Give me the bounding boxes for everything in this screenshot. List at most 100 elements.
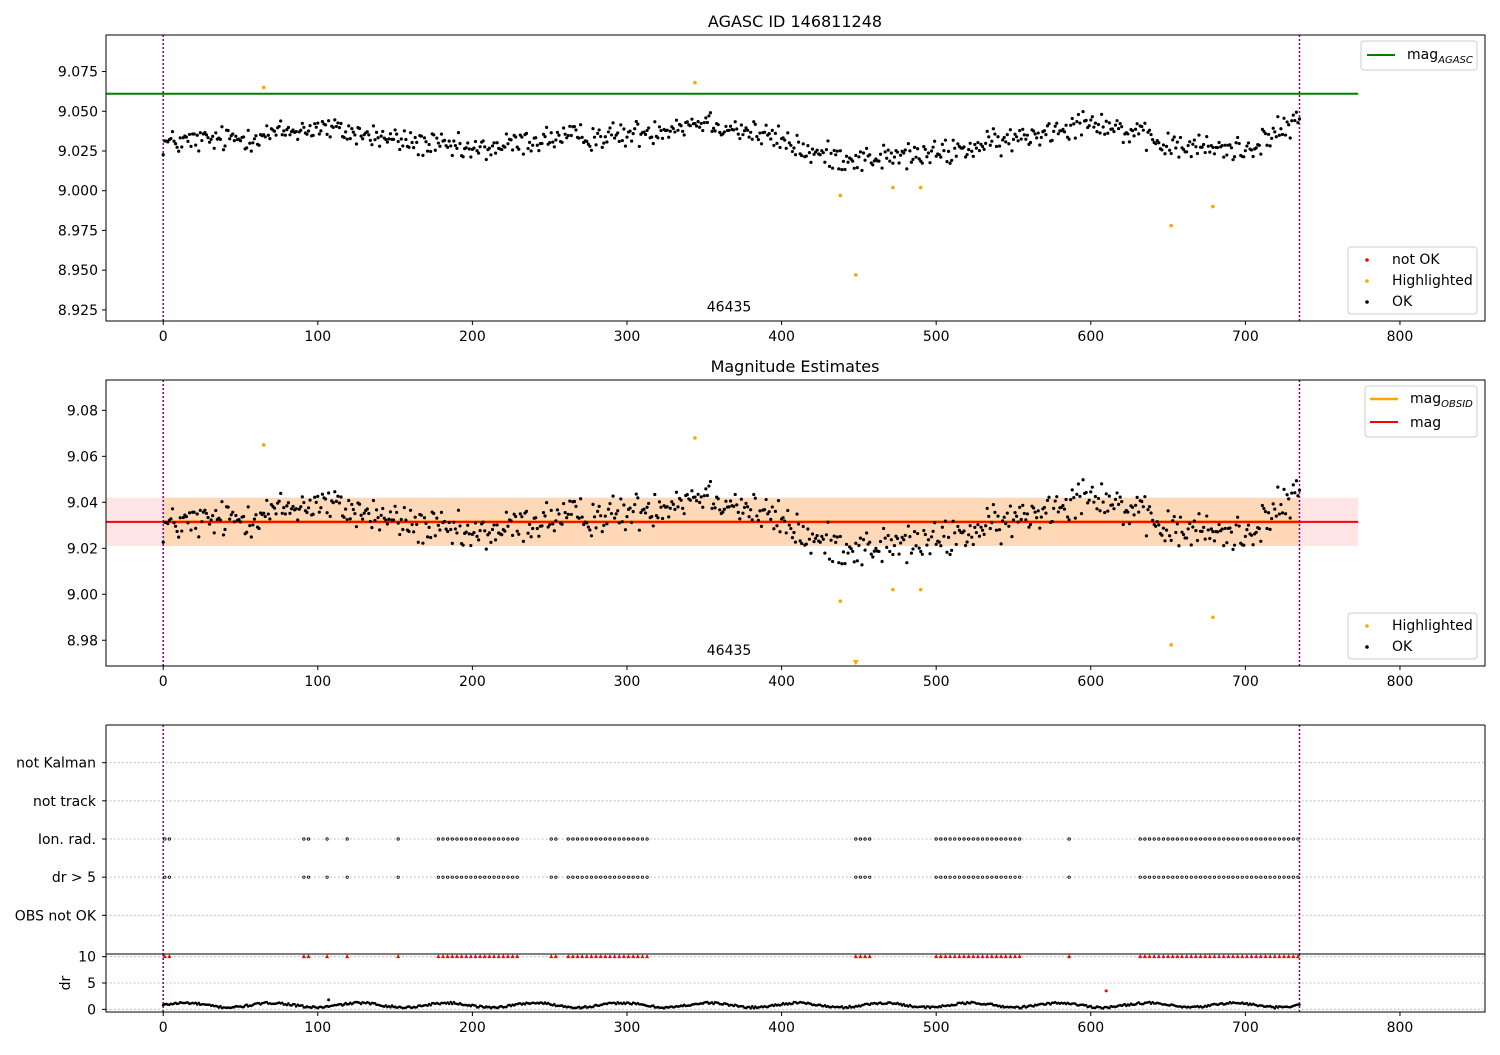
ok-point: [1266, 132, 1271, 136]
flag-point: [631, 875, 635, 879]
ok-point: [412, 146, 416, 150]
ok-point: [1047, 122, 1051, 126]
dr-point: [954, 1003, 958, 1007]
ok-point: [1100, 112, 1104, 116]
ok-point: [871, 555, 875, 559]
ok-point: [1069, 498, 1073, 502]
ok-point: [940, 525, 944, 529]
ok-point: [492, 141, 496, 145]
flag-point: [441, 875, 445, 879]
ok-point: [221, 148, 226, 152]
ok-point: [198, 508, 202, 512]
ok-point: [674, 490, 679, 494]
ok-point: [1273, 130, 1277, 134]
ok-point: [543, 135, 547, 139]
flag-point: [478, 837, 482, 841]
ok-point: [1283, 512, 1288, 516]
legend-label-mag-agasc: magAGASC: [1407, 47, 1473, 66]
ok-point: [1044, 133, 1048, 137]
ok-point: [316, 121, 320, 125]
x-tick-label: 100: [304, 674, 331, 690]
ok-point: [1028, 522, 1033, 527]
ok-point: [1113, 123, 1118, 127]
ok-point: [1117, 126, 1121, 131]
ok-point: [954, 542, 958, 547]
ok-point: [272, 129, 277, 133]
ok-point: [718, 130, 722, 134]
ok-point: [1249, 148, 1254, 152]
dr-point: [1273, 1007, 1277, 1010]
ok-point: [733, 492, 737, 497]
ok-point: [1095, 130, 1099, 134]
ok-point: [1113, 497, 1118, 501]
dr-point: [285, 1003, 289, 1007]
flag-point: [858, 837, 863, 841]
ok-point: [820, 534, 824, 538]
ok-point: [699, 495, 703, 499]
ok-point: [809, 551, 813, 555]
ok-point: [404, 518, 408, 522]
ok-point: [395, 132, 399, 136]
ok-point: [348, 517, 352, 521]
flag-point: [1161, 875, 1166, 879]
magnitude-panel-legend-points: Highlighted OK: [1347, 612, 1478, 660]
ok-point: [529, 535, 533, 539]
ok-point: [1033, 510, 1037, 514]
ok-point: [450, 153, 454, 158]
ok-point: [965, 540, 969, 544]
ok-point: [1189, 543, 1193, 547]
ok-point: [943, 519, 948, 523]
ok-point: [554, 519, 558, 523]
ok-point: [911, 157, 915, 161]
ok-point: [1234, 523, 1238, 527]
ok-point: [572, 125, 577, 129]
highlighted-point: [261, 85, 266, 90]
dr-clipped-marker: [863, 954, 868, 959]
flag-point: [1147, 837, 1152, 841]
ok-point: [1234, 141, 1238, 145]
flag-point: [571, 875, 575, 879]
agasc-panel-legend-line: magAGASC: [1360, 40, 1478, 71]
ok-point: [690, 489, 694, 493]
ok-point: [509, 519, 513, 523]
ok-point: [574, 504, 578, 508]
ok-point: [1288, 516, 1292, 520]
ok-point: [622, 503, 626, 507]
flag-point: [863, 837, 867, 841]
ok-point: [1181, 147, 1186, 151]
ok-point: [549, 131, 553, 135]
ok-point: [429, 535, 433, 540]
ok-point: [1287, 123, 1291, 127]
ok-point: [974, 531, 978, 535]
x-tick-label: 0: [159, 1020, 168, 1036]
ok-point: [755, 514, 759, 518]
ok-point: [531, 526, 535, 531]
ok-point: [1018, 129, 1022, 133]
ok-point: [1251, 154, 1255, 159]
ok-point: [1249, 533, 1254, 537]
ok-point: [1095, 507, 1099, 511]
ok-point: [827, 164, 832, 169]
highlighted-point: [918, 587, 923, 592]
ok-point: [929, 535, 934, 539]
ok-point: [1078, 494, 1082, 499]
ok-point: [758, 509, 762, 513]
ok-point: [325, 511, 329, 515]
ok-point: [391, 518, 396, 522]
flag-point: [455, 875, 459, 879]
flag-point: [1008, 837, 1012, 841]
flag-point: [469, 837, 473, 841]
flag-point: [589, 875, 594, 879]
flag-point: [1189, 837, 1193, 841]
ok-point: [238, 139, 243, 143]
ok-point: [916, 531, 920, 536]
ok-point: [806, 527, 810, 531]
ok-point: [713, 129, 717, 133]
ok-point: [371, 124, 376, 128]
magnitude-panel-legend-lines: magOBSID mag: [1364, 385, 1478, 438]
ok-point: [487, 531, 491, 535]
flag-point: [1212, 875, 1217, 879]
ok-point: [659, 128, 663, 133]
ok-point: [775, 524, 779, 528]
ok-point: [254, 134, 258, 138]
